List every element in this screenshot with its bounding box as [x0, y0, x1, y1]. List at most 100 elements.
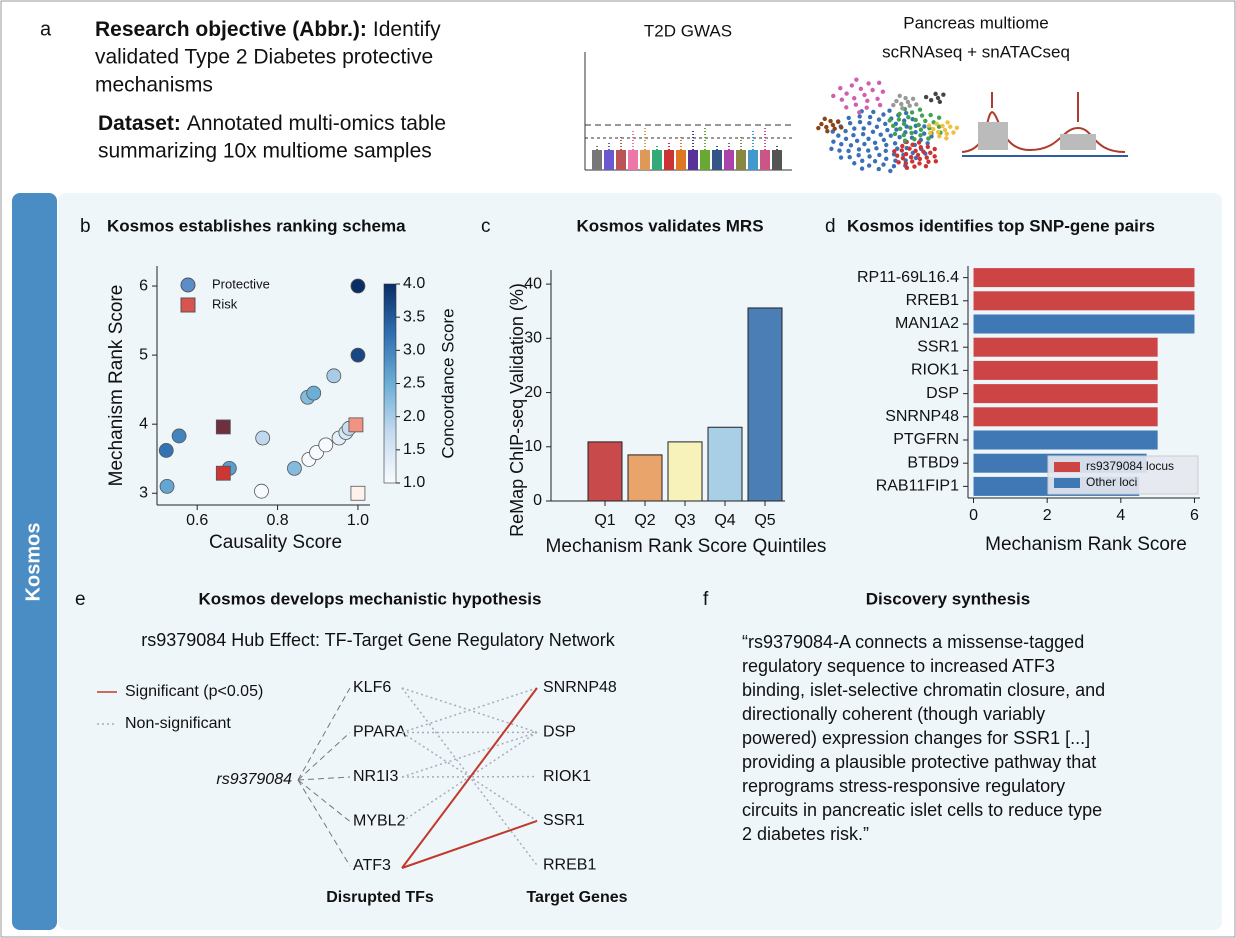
icon-cell	[847, 154, 852, 160]
x-tick-label: 0.8	[266, 512, 288, 529]
y-axis-label: Mechanism Rank Score	[106, 285, 127, 487]
icon-cell	[945, 120, 950, 125]
y-tick-label: MAN1A2	[895, 315, 959, 332]
tf-node: KLF6	[353, 679, 391, 696]
icon-cell	[948, 124, 953, 129]
y-tick-label: 0	[533, 492, 542, 509]
y-tick-label: SNRNP48	[885, 408, 959, 425]
icon-bar	[628, 150, 638, 170]
icon-cell	[871, 109, 876, 115]
icon-cell	[890, 123, 896, 128]
point	[287, 460, 302, 476]
icon-cell	[861, 126, 866, 131]
bar	[587, 441, 623, 502]
icon-cell	[933, 91, 938, 97]
x-tick-label: 2	[1043, 507, 1052, 524]
target-node: DSP	[543, 724, 576, 741]
icon-cell	[862, 141, 867, 147]
point	[159, 478, 175, 494]
x-tick-label: 6	[1190, 507, 1199, 524]
y-tick-label: RREB1	[906, 292, 959, 309]
icon-cell	[901, 132, 906, 138]
icon-cell	[874, 124, 880, 130]
icon-cell	[913, 129, 918, 135]
icon-cell	[864, 105, 869, 110]
panel-label: b	[80, 216, 91, 237]
icon-cell	[876, 166, 881, 172]
icon-cell	[944, 131, 949, 137]
icon-cell	[940, 123, 945, 129]
icon-cell	[875, 96, 880, 102]
icon-cell	[839, 97, 845, 102]
icon-cell	[926, 136, 931, 141]
dataset-line: Annotated multi-omics table	[187, 112, 446, 135]
legend-label: Non-significant	[125, 715, 231, 732]
icon-cell	[866, 136, 871, 141]
icon-cell	[918, 145, 923, 150]
icon-bar	[640, 150, 650, 170]
network-subtitle: rs9379084 Hub Effect: TF-Target Gene Reg…	[141, 630, 616, 650]
icon-cell	[932, 154, 937, 159]
bar	[973, 314, 1195, 334]
icon-cell	[836, 133, 841, 138]
gwas-title: T2D GWAS	[644, 21, 732, 40]
icon-cell	[883, 121, 888, 127]
x-axis-label: Mechanism Rank Score	[985, 534, 1187, 555]
icon-cell	[831, 139, 836, 144]
target-node: RIOK1	[543, 768, 591, 785]
bar	[973, 430, 1158, 450]
icon-cell	[895, 146, 900, 151]
icon-cell	[917, 161, 922, 166]
source-edge	[297, 779, 351, 822]
icon-cell	[866, 148, 871, 153]
y-tick-label: 40	[524, 275, 542, 292]
icon-cell	[905, 99, 911, 105]
icon-cell	[881, 162, 886, 167]
icon-cell	[937, 99, 943, 105]
icon-cell	[832, 126, 837, 131]
icon-bar	[712, 150, 722, 170]
y-tick-label: 5	[139, 346, 148, 363]
icon-cell	[936, 129, 941, 135]
y-tick-label: DSP	[926, 385, 959, 402]
icon-reads	[1060, 134, 1096, 150]
icon-bar	[748, 150, 758, 170]
icon-cell	[916, 140, 922, 145]
icon-cell	[923, 118, 928, 124]
icon-cell	[847, 120, 853, 126]
icon-cell	[904, 165, 910, 171]
point	[215, 465, 231, 481]
icon-cell	[951, 130, 956, 135]
icon-cell	[894, 98, 899, 104]
colorbar-tick-label: 2.0	[403, 408, 425, 425]
colorbar-label: Concordance Score	[438, 308, 457, 458]
icon-cell	[910, 96, 916, 101]
icon-cell	[883, 148, 888, 154]
umap-icon	[816, 77, 960, 174]
icon-cell	[897, 93, 902, 99]
icon-cell	[856, 153, 861, 158]
objective-label: Research objective (Abbr.):	[95, 18, 367, 41]
icon-cell	[852, 126, 857, 131]
icon-cell	[888, 133, 894, 138]
objective-line: mechanisms	[95, 74, 213, 97]
legend-label: Significant (p<0.05)	[125, 683, 263, 700]
synthesis-title: Discovery synthesis	[866, 589, 1030, 608]
icon-cell	[937, 134, 942, 139]
colorbar-tick-label: 4.0	[403, 275, 425, 292]
tf-node: PPARA	[353, 724, 406, 741]
x-tick-label: 1.0	[347, 512, 369, 529]
bar	[973, 384, 1158, 404]
icon-bar	[652, 150, 662, 170]
gwas-icon	[584, 52, 792, 171]
icon-cell	[865, 98, 870, 104]
icon-bar	[604, 150, 614, 170]
icon-cell	[848, 143, 854, 148]
icon-cell	[910, 159, 915, 164]
icon-cell	[954, 125, 960, 131]
icon-cell	[870, 129, 876, 135]
icon-cell	[881, 112, 886, 117]
icon-cell	[830, 122, 836, 128]
point	[306, 385, 322, 401]
icon-cell	[909, 110, 915, 115]
